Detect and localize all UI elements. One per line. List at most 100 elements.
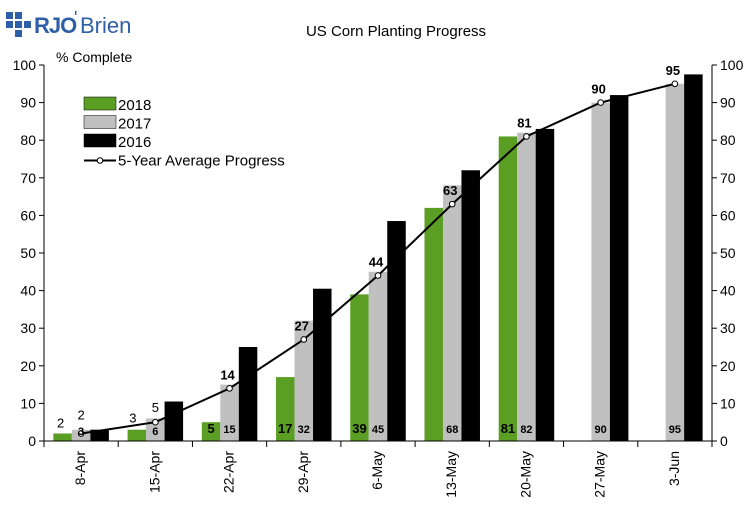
x-tick-label: 3-Jun (666, 451, 682, 486)
label-2018-value: 17 (278, 421, 292, 436)
label-2018-value: 5 (207, 421, 214, 436)
legend-swatch-2018 (83, 96, 117, 111)
label-average-value: 2 (77, 407, 84, 422)
legend-label-2016: 2016 (118, 134, 151, 151)
brand-logo: RJO ' Brien (6, 8, 131, 38)
y-tick-label-right: 40 (720, 283, 736, 299)
x-tick-label: 15-Apr (146, 451, 162, 493)
y-tick-label-left: 0 (28, 433, 36, 449)
bar-2018-15-apr (127, 429, 147, 441)
bar-2017-13-may (442, 185, 462, 441)
bar-2017-29-apr (294, 320, 314, 441)
bar-2017-27-may (591, 102, 610, 441)
y-tick-label-right: 60 (720, 207, 736, 223)
label-average-value: 81 (517, 115, 531, 130)
x-tick-label: 20-May (517, 451, 533, 498)
average-progress-point (152, 418, 159, 426)
label-2018-value: 81 (501, 421, 515, 436)
label-average-value: 5 (152, 400, 159, 415)
y-tick-label-left: 60 (20, 207, 36, 223)
label-average-value: 14 (220, 367, 235, 382)
y-tick-label-left: 20 (20, 358, 36, 374)
x-tick-label: 22-Apr (221, 451, 237, 493)
x-tick-label: 29-Apr (295, 451, 311, 493)
y-tick-label-right: 0 (720, 433, 728, 449)
average-line-layer (77, 80, 679, 437)
legend-line-marker (96, 157, 104, 164)
average-progress-point (523, 133, 530, 140)
label-2018-value: 3 (129, 411, 136, 426)
y-tick-label-left: 70 (20, 170, 36, 186)
label-2017-value: 6 (152, 426, 158, 438)
average-progress-point (300, 336, 308, 343)
bar-2016-29-apr (313, 288, 332, 441)
bar-2018-22-apr (201, 422, 221, 441)
bar-2017-3-jun (665, 83, 685, 442)
brand-name-left: RJO (34, 13, 77, 38)
bar-2018-29-apr (276, 377, 295, 441)
label-2017-value: 95 (669, 424, 681, 436)
y-tick-label-right: 50 (720, 245, 736, 261)
brand-name-right: Brien (80, 13, 131, 38)
y-tick-label-right: 30 (720, 320, 736, 336)
label-average-value: 44 (369, 255, 384, 270)
bar-2018-6-may (350, 294, 369, 441)
y-tick-label-left: 100 (13, 57, 37, 73)
axes-layer: 0 0 10 10 20 20 30 30 40 40 50 50 60 60 70 70 80 80 90 90 10… (13, 57, 744, 498)
label-2018-value: 2 (57, 415, 64, 430)
label-2017-value: 90 (595, 424, 607, 436)
bar-2016-15-apr (164, 401, 184, 441)
label-2018-value: 39 (352, 421, 366, 436)
x-tick-label: 8-Apr (72, 451, 88, 486)
y-tick-label-right: 80 (720, 132, 736, 148)
bar-2018-8-apr (53, 433, 72, 441)
y-tick-label-left: 80 (20, 132, 36, 148)
legend-label-2017: 2017 (118, 116, 151, 133)
bar-2016-6-may (387, 221, 406, 441)
x-tick-label: 6-May (369, 451, 385, 490)
bar-2016-8-apr (90, 429, 109, 441)
label-average-value: 27 (295, 318, 309, 333)
average-progress-point (77, 430, 85, 437)
y-tick-label-left: 90 (20, 95, 36, 111)
average-progress-point (226, 385, 233, 392)
label-average-value: 63 (443, 183, 457, 198)
y-tick-label-right: 70 (720, 170, 736, 186)
y-tick-label-right: 90 (720, 95, 736, 111)
label-2017-value: 3 (78, 426, 84, 438)
average-progress-point (374, 272, 382, 279)
label-2017-value: 32 (298, 424, 310, 436)
average-progress-point (448, 200, 456, 208)
bar-2016-27-may (609, 95, 629, 441)
y-tick-label-left: 10 (20, 395, 36, 411)
bar-2016-20-may (535, 128, 555, 442)
legend-swatch-2016 (83, 133, 117, 148)
y-tick-label-right: 20 (720, 358, 736, 374)
y-tick-label-right: 100 (720, 57, 744, 73)
bar-2018-13-may (424, 207, 443, 441)
y-tick-label-left: 40 (20, 283, 36, 299)
x-tick-label: 13-May (443, 451, 459, 498)
label-2017-value: 45 (372, 424, 384, 436)
label-average-value: 90 (591, 82, 605, 97)
legend-label-5-year-average-progress: 5-Year Average Progress (118, 153, 285, 170)
bar-2016-22-apr (238, 347, 258, 441)
label-average-value: 95 (666, 63, 680, 78)
x-tick-label: 27-May (592, 451, 608, 498)
bar-2018-20-may (498, 136, 518, 441)
bar-2016-13-may (461, 170, 480, 441)
average-progress-point (671, 80, 679, 88)
legend-swatch-2017 (83, 115, 117, 129)
bar-2016-3-jun (684, 74, 703, 442)
bars-layer (53, 74, 703, 442)
bar-2017-20-may (517, 132, 536, 441)
chart-title: US Corn Planting Progress (306, 23, 486, 40)
y-tick-label-left: 30 (20, 320, 36, 336)
y-tick-label-left: 50 (20, 245, 36, 261)
bar-2017-22-apr (220, 384, 239, 441)
label-2017-value: 68 (446, 424, 458, 436)
